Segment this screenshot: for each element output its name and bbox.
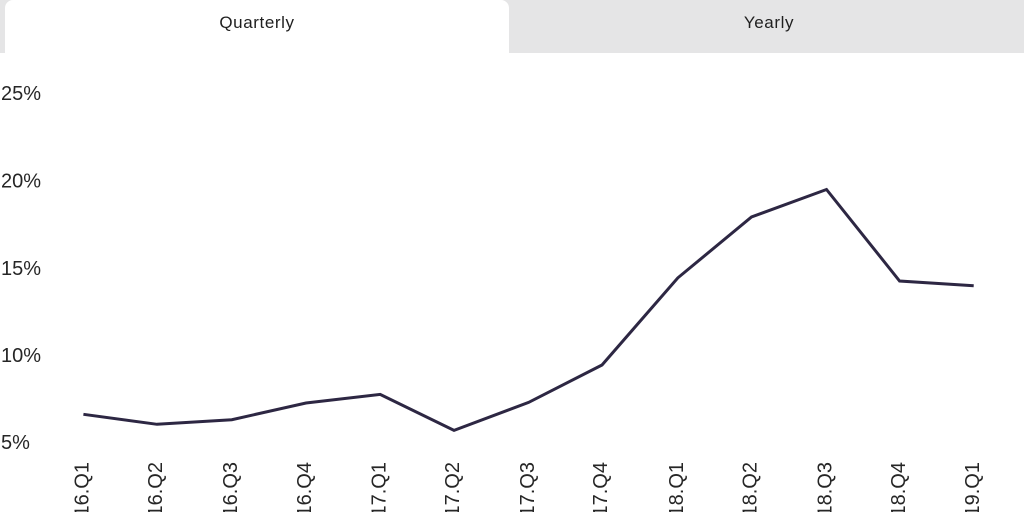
svg-text:20%: 20% <box>1 171 41 193</box>
svg-text:2016.Q3: 2016.Q3 <box>220 462 242 512</box>
svg-text:2018.Q1: 2018.Q1 <box>666 462 688 512</box>
svg-text:2018.Q3: 2018.Q3 <box>815 462 837 512</box>
svg-text:5%: 5% <box>1 432 30 454</box>
svg-text:2018.Q2: 2018.Q2 <box>740 462 762 512</box>
svg-text:2017.Q2: 2017.Q2 <box>442 462 464 512</box>
svg-text:2019.Q1: 2019.Q1 <box>962 462 984 512</box>
svg-text:2016.Q1: 2016.Q1 <box>72 462 94 512</box>
svg-text:10%: 10% <box>1 345 41 367</box>
svg-text:2017.Q1: 2017.Q1 <box>368 462 390 512</box>
svg-text:25%: 25% <box>1 83 41 105</box>
svg-text:2016.Q2: 2016.Q2 <box>145 462 167 512</box>
svg-text:2016.Q4: 2016.Q4 <box>294 462 316 512</box>
svg-text:2018.Q4: 2018.Q4 <box>888 462 910 512</box>
svg-text:15%: 15% <box>1 258 41 280</box>
svg-text:2017.Q4: 2017.Q4 <box>590 462 612 512</box>
svg-text:2017.Q3: 2017.Q3 <box>517 462 539 512</box>
